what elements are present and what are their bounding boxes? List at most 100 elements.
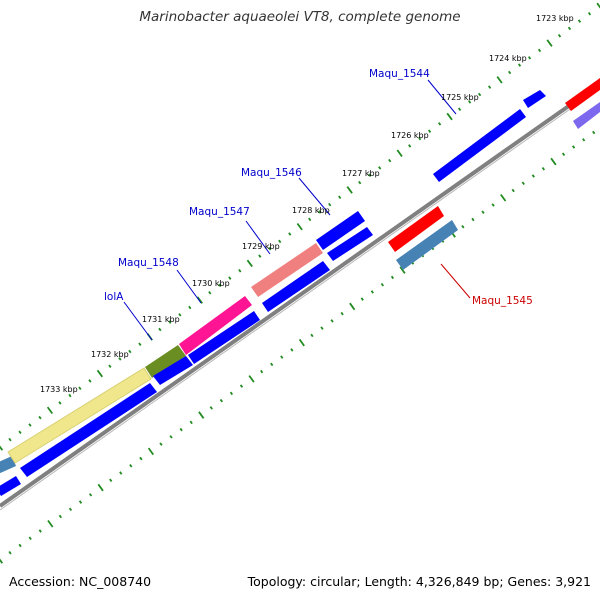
scale-tick [248,375,255,383]
gene-arrow-blue-right[interactable] [523,90,546,108]
tick-label-1729: 1729 kbp [242,242,280,251]
scale-tick [119,471,123,475]
cds-forward-row [0,227,373,496]
scale-tick [496,76,503,84]
scale-tick [68,393,72,398]
scale-tick [139,456,143,461]
scale-tick [68,507,73,512]
scale-tick [517,63,522,67]
scale-tick [109,478,113,483]
scale-tick [88,493,93,497]
scale-tick [8,437,12,442]
scale-tick [270,362,274,367]
scale-tick [268,246,272,251]
cds-forward-long[interactable] [20,383,157,477]
scale-tick [550,157,557,166]
scale-tick [0,445,4,451]
cds-forward-1546[interactable] [327,227,373,261]
gene-block-olive-lola[interactable] [145,345,186,378]
scale-tick [418,136,422,141]
scale-tick [461,224,465,229]
tick-label-1725: 1725 kbp [441,93,479,102]
rna-feature-maqu-1545[interactable] [388,206,444,252]
gene-label-maqu-1548[interactable]: Maqu_1548 [118,257,179,269]
scale-tick [78,386,82,391]
scale-tick [118,357,122,361]
cds-forward-1547[interactable] [262,261,330,312]
scale-tick [298,338,305,347]
scale-tick [537,48,542,53]
scale-tick [258,254,262,258]
scale-tick [396,149,403,158]
scale-tick [380,282,385,287]
genome-backbone-shadow [0,87,600,511]
scale-tick [246,259,253,268]
scale-tick [368,173,372,178]
scale-tick [328,202,332,207]
gene-block-salmon-1547[interactable] [251,243,323,297]
scale-tick [218,283,222,288]
scale-tick [390,275,395,280]
scale-tick [239,384,244,388]
gene-label-maqu-1545[interactable]: Maqu_1545 [472,295,533,307]
gene-arrow-purple-right[interactable] [573,102,600,129]
scale-tick [437,122,442,126]
scale-tick [477,92,482,97]
scale-tick [507,70,512,75]
gene-label-maqu-1546[interactable]: Maqu_1546 [241,167,302,179]
scale-tick [228,276,232,280]
scale-tick [28,536,32,541]
cds-forward-lola[interactable] [153,356,193,385]
scale-tick [471,217,475,222]
scale-tick [408,144,412,148]
cds-reverse-maqu-1545[interactable] [396,220,458,270]
scale-tick [592,130,596,135]
gene-block-blue-left[interactable] [0,456,16,474]
tick-label-1726: 1726 kbp [391,131,429,140]
scale-tick [18,430,22,435]
scale-tick [219,398,224,403]
scale-tick [370,290,374,294]
scale-tick [260,369,264,374]
gene-block-magenta-1548[interactable] [179,296,252,355]
scale-tick [571,145,576,149]
tick-label-1732: 1732 kbp [91,350,129,359]
scale-tick [129,464,133,468]
tick-label-1727: 1727 kbp [342,169,380,178]
scale-tick [349,302,356,311]
cds-forward-left-edge[interactable] [0,476,21,496]
scale-tick [28,423,32,427]
scale-tick [46,406,54,415]
scale-tick [196,296,203,304]
gene-label-maqu-1544[interactable]: Maqu_1544 [369,68,430,80]
scale-tick [500,193,507,202]
gene-label-lola[interactable]: lolA [104,291,124,303]
gene-label-maqu-1547[interactable]: Maqu_1547 [189,206,250,218]
scale-tick [88,379,92,383]
gene-arrow-red-right[interactable] [565,78,600,111]
scale-tick [511,188,515,193]
scale-tick [158,327,162,332]
scale-tick [97,483,104,492]
scale-tick [358,180,362,185]
tick-label-1728: 1728 kbp [292,206,330,215]
scale-tick [360,297,364,301]
scale-tick [399,266,406,274]
tick-label-1733: 1733 kbp [40,385,78,394]
scale-tick [340,311,344,316]
gene-block-blue-1544[interactable] [433,109,526,182]
scale-tick [561,152,566,157]
scale-tick [138,342,142,346]
scale-tick [280,355,284,359]
scale-tick [278,239,282,244]
scale-tick [427,129,432,133]
scale-tick [147,447,155,456]
scale-tick [18,543,22,548]
cds-forward-1548[interactable] [188,311,260,364]
gene-block-blue-1546[interactable] [316,211,365,250]
scale-tick [168,320,172,324]
scale-tick [169,435,173,439]
scale-tick [457,107,462,111]
gene-block-yellow[interactable] [7,367,152,464]
scale-tick [159,442,163,446]
